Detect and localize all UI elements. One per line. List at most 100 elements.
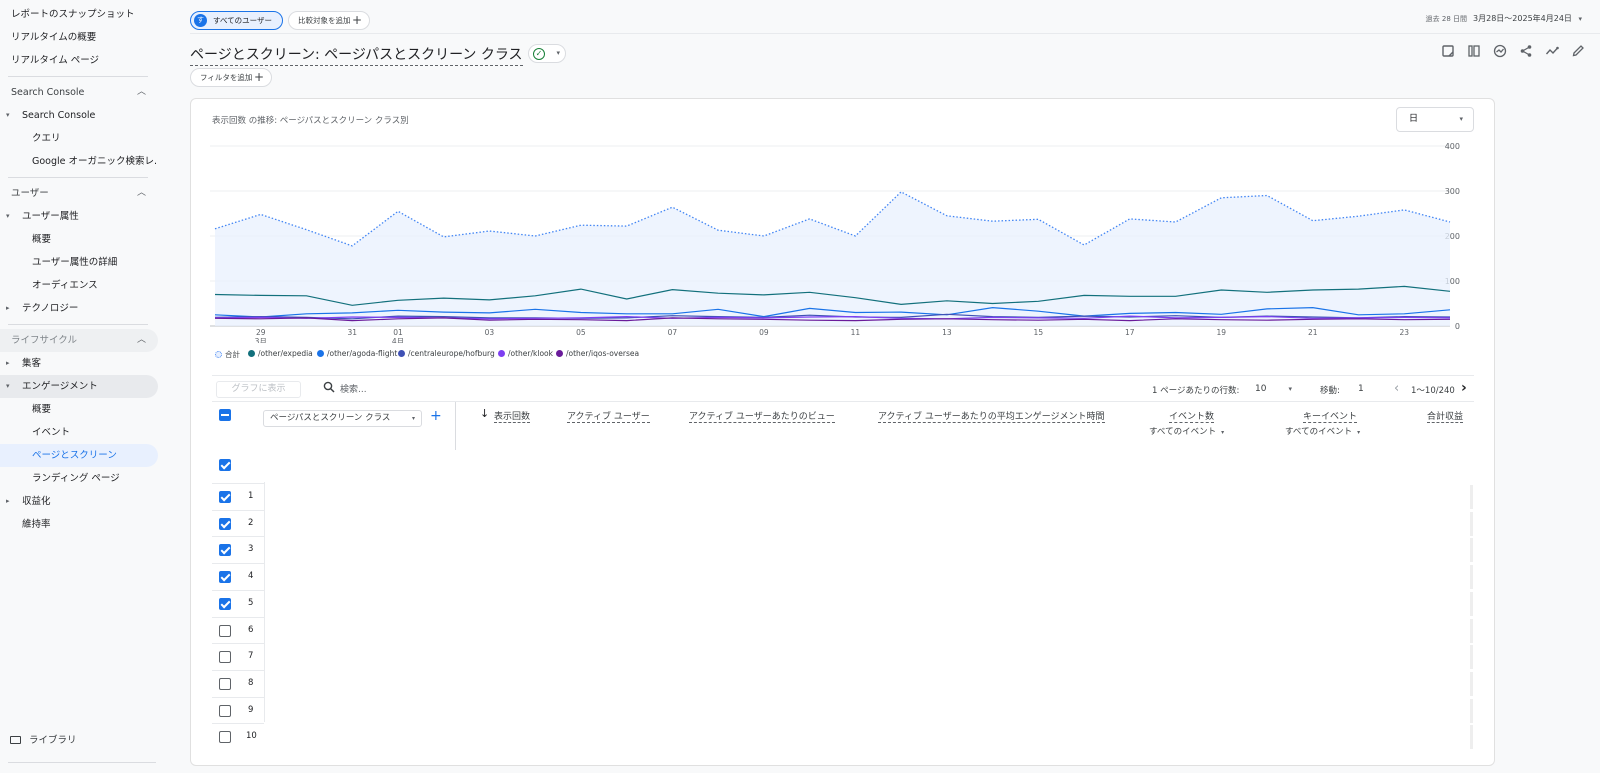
header-divider [190,33,1600,34]
dimension-label: ページパスとスクリーン クラス [270,413,391,423]
row-number: 7 [248,651,254,661]
col-key-events[interactable]: キーイベント [1303,409,1358,423]
col-active-users[interactable]: アクティブ ユーザー [567,409,650,423]
col-avg-engagement-time[interactable]: アクティブ ユーザーあたりの平均エンゲージメント時間 [878,409,1105,423]
date-range-picker[interactable]: 過去 28 日間 3月28日～2025年4月24日 ▾ [1426,13,1582,24]
sidebar-item-google-organic[interactable]: Google オーガニック検索レ... [0,150,158,173]
sidebar-item-report-snapshot[interactable]: レポートのスナップショット [0,3,158,26]
caret-right-icon: ▸ [6,497,10,505]
x-tick-label: 31 [347,328,357,337]
legend-item[interactable]: /other/expedia [248,349,313,358]
col-event-count[interactable]: イベント数 [1169,409,1215,423]
sidebar-section-search-console[interactable]: Search Console ︿ [0,81,158,104]
sidebar-item-landing-page[interactable]: ランディング ページ [0,467,158,490]
rows-per-page-value: 10 [1255,384,1267,394]
goto-label: 移動: [1320,386,1340,396]
row-checkbox[interactable] [219,518,231,530]
sidebar-item-label: リアルタイムの概要 [11,32,97,43]
sidebar-item-label: オーディエンス [32,280,98,291]
sidebar-item-realtime-overview[interactable]: リアルタイムの概要 [0,26,158,49]
col-views[interactable]: 表示回数 [494,409,531,423]
sidebar-item-engagement[interactable]: ▾ エンゲージメント [0,375,158,398]
sidebar-item-queries[interactable]: クエリ [0,127,158,150]
row-number: 10 [246,731,257,741]
legend-item[interactable]: /other/agoda-flight [317,349,397,358]
sidebar-item-retention[interactable]: 維持率 [0,513,158,536]
row-checkbox[interactable] [219,731,231,743]
prev-page-icon[interactable]: ‹ [1394,381,1400,396]
sidebar-item-pages-screens[interactable]: ページとスクリーン [0,444,158,467]
share-icon[interactable] [1517,44,1535,62]
sidebar-item-label: Search Console [22,110,96,121]
row-checkbox[interactable] [219,678,231,690]
series-line [214,191,1451,247]
sidebar-item-acquisition[interactable]: ▸ 集客 [0,352,158,375]
legend-item[interactable]: /other/iqos-oversea [556,349,639,358]
plot-rows-button[interactable]: グラフに表示 [216,381,301,398]
report-status-button[interactable]: ✓ ▾ [528,44,566,63]
compare-columns-icon[interactable] [1465,44,1483,62]
row-checkbox[interactable] [219,625,231,637]
sidebar-item-engagement-overview[interactable]: 概要 [0,398,158,421]
legend-item[interactable]: /centraleurope/hofburg [398,349,495,358]
add-dimension-icon[interactable]: + [430,408,442,424]
rows-per-page-select[interactable]: 10 ▾ [1255,384,1292,394]
sidebar-item-demographics-overview[interactable]: 概要 [0,228,158,251]
trend-icon[interactable] [1543,44,1561,62]
period-select[interactable]: 日 ▾ [1396,107,1474,132]
section-label: ライフサイクル [11,335,78,346]
row-checkbox[interactable] [219,705,231,717]
series-area [215,191,1450,326]
row-divider [212,723,264,724]
insights-icon[interactable] [1491,44,1509,62]
add-comparison-button[interactable]: 比較対象を追加 + [288,11,370,30]
customize-report-icon[interactable] [1439,44,1457,62]
edit-pencil-icon[interactable] [1569,44,1587,62]
sidebar-section-lifecycle[interactable]: ライフサイクル ︿ [0,329,158,352]
next-page-icon[interactable]: › [1461,380,1467,396]
key-events-filter[interactable]: すべてのイベント ▾ [1285,425,1360,437]
x-tick-label: 01 [393,328,403,337]
sidebar-section-user[interactable]: ユーザー ︿ [0,182,158,205]
sidebar-item-events[interactable]: イベント [0,421,158,444]
table-divider [212,375,1474,376]
sidebar-item-technology[interactable]: ▸ テクノロジー [0,297,158,320]
chevron-up-icon: ︿ [136,335,146,345]
event-count-filter[interactable]: すべてのイベント ▾ [1149,425,1224,437]
legend-item[interactable]: 合計 [215,349,240,360]
select-all-checkbox[interactable] [219,409,231,421]
x-tick-label: 21 [1308,328,1318,337]
sidebar-item-demographics-details[interactable]: ユーザー属性の詳細 [0,251,158,274]
row-divider [212,670,264,671]
col-views-per-user[interactable]: アクティブ ユーザーあたりのビュー [689,409,835,423]
library-link[interactable]: ライブラリ [10,732,77,746]
sidebar: レポートのスナップショット リアルタイムの概要 リアルタイム ページ Searc… [0,0,160,773]
row-scroll-stub [1470,725,1473,749]
legend-item[interactable]: /other/klook [498,349,553,358]
totals-row-checkbox[interactable] [219,459,231,471]
sidebar-item-label: リアルタイム ページ [11,55,100,66]
add-filter-button[interactable]: フィルタを追加 + [190,68,272,87]
legend-dot-icon [398,350,405,357]
dimension-select[interactable]: ページパスとスクリーン クラス ▾ [263,410,422,427]
search-input[interactable] [340,381,640,398]
sidebar-item-audiences[interactable]: オーディエンス [0,274,158,297]
legend-label: /centraleurope/hofburg [408,349,495,358]
sidebar-item-monetization[interactable]: ▸ 収益化 [0,490,158,513]
x-tick-label: 17 [1125,328,1135,337]
sidebar-item-search-console[interactable]: ▾ Search Console [0,104,158,127]
x-tick-label: 13 [942,328,952,337]
table-divider [212,401,1474,402]
row-checkbox[interactable] [219,651,231,663]
legend-label: 合計 [225,350,240,359]
row-checkbox[interactable] [219,491,231,503]
col-total-revenue[interactable]: 合計収益 [1427,409,1464,423]
row-checkbox[interactable] [219,598,231,610]
goto-page-input[interactable]: 1 [1358,384,1364,394]
sidebar-item-label: ページとスクリーン [32,450,117,461]
sidebar-item-demographics[interactable]: ▾ ユーザー属性 [0,205,158,228]
sidebar-item-realtime-pages[interactable]: リアルタイム ページ [0,49,158,72]
row-checkbox[interactable] [219,544,231,556]
all-users-chip[interactable]: す すべてのユーザー [190,11,283,30]
row-checkbox[interactable] [219,571,231,583]
